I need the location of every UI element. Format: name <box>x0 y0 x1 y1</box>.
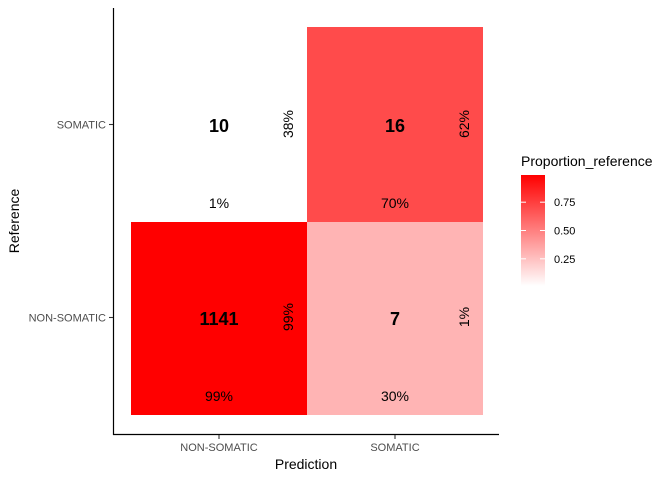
cell-row-percent-label: 1% <box>456 307 472 327</box>
heatmap-cell-rect <box>307 220 483 415</box>
cell-count-label: 1141 <box>199 309 238 329</box>
legend-tick-label: 0.50 <box>554 226 575 238</box>
cells-layer: 1141 99% 99% 7 1% 30% 10 38% 1% 16 62% 70% <box>131 27 483 415</box>
y-axis-title: Reference <box>6 188 22 253</box>
cell-col-percent-label: 99% <box>205 388 233 404</box>
cell-row-percent-label: 38% <box>280 110 296 138</box>
legend-title: Proportion_reference <box>521 153 653 169</box>
heatmap-cell: 7 1% 30% <box>307 220 483 415</box>
heatmap-cell: 10 38% 1% <box>131 27 307 222</box>
x-tick-label: NON-SOMATIC <box>180 442 257 454</box>
heatmap-cell-rect <box>131 220 307 415</box>
cell-col-percent-label: 1% <box>209 195 229 211</box>
cell-count-label: 7 <box>390 309 400 329</box>
cell-row-percent-label: 62% <box>456 110 472 138</box>
x-tick-label: SOMATIC <box>370 442 419 454</box>
ticks-layer: NON-SOMATIC SOMATIC NON-SOMATIC SOMATIC <box>29 120 420 455</box>
heatmap-cell-rect <box>307 27 483 222</box>
heatmap-cell: 16 62% 70% <box>307 27 483 222</box>
cell-row-percent-label: 99% <box>280 303 296 331</box>
heatmap-cell-rect <box>131 27 307 222</box>
cell-count-label: 10 <box>209 116 229 136</box>
y-tick-label: NON-SOMATIC <box>29 313 106 325</box>
heatmap-cell: 1141 99% 99% <box>131 220 307 415</box>
legend: Proportion_reference 0.25 0.50 0.75 <box>521 153 653 286</box>
y-tick-label: SOMATIC <box>57 120 106 132</box>
x-axis-title: Prediction <box>275 456 337 472</box>
cell-col-percent-label: 70% <box>381 195 409 211</box>
cell-col-percent-label: 30% <box>381 388 409 404</box>
legend-ticks: 0.25 0.50 0.75 <box>521 197 575 266</box>
cell-count-label: 16 <box>385 116 405 136</box>
legend-tick-label: 0.75 <box>554 197 575 209</box>
legend-tick-label: 0.25 <box>554 254 575 266</box>
axes-layer <box>112 8 499 436</box>
